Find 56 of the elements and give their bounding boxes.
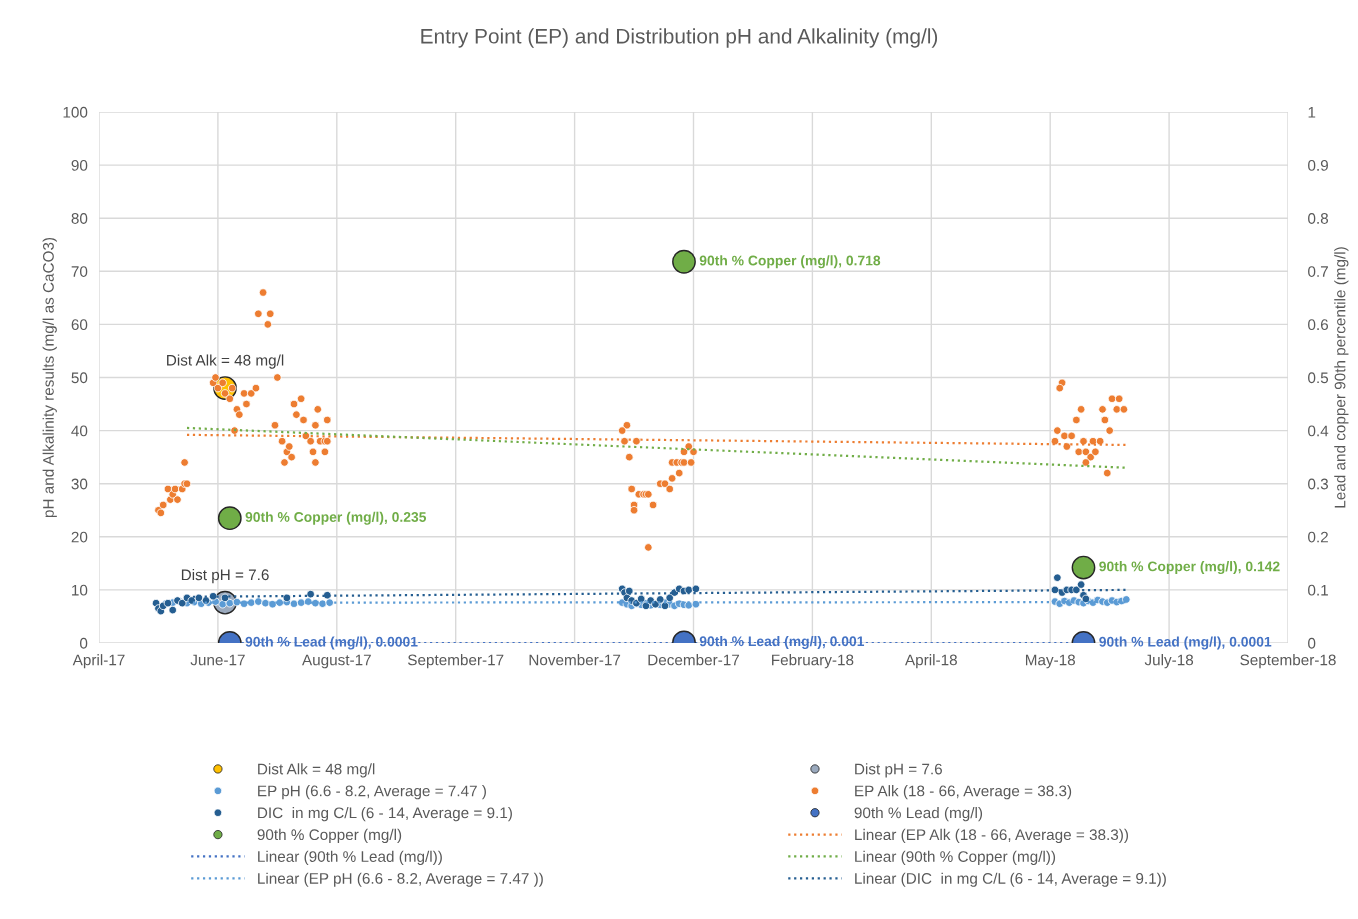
y2-tick-label: 0.9 bbox=[1308, 159, 1328, 171]
y-tick-label: 90 bbox=[71, 159, 88, 171]
chart-title: Entry Point (EP) and Distribution pH and Alkalinity (mg/l) bbox=[421, 28, 938, 48]
y2-tick-label: 0.8 bbox=[1308, 213, 1329, 224]
x-tick-label: November-17 bbox=[529, 654, 621, 666]
y-tick-label: 100 bbox=[63, 106, 88, 118]
data-label: Dist pH = 7.6 bbox=[181, 568, 269, 584]
y2-tick-label: 0.5 bbox=[1308, 372, 1329, 384]
y-tick-label: 80 bbox=[71, 213, 88, 224]
y-tick-label: 50 bbox=[71, 372, 88, 384]
y-tick-label: 30 bbox=[71, 478, 88, 490]
legend-label: Linear (90th % Lead (mg/l)) bbox=[258, 850, 442, 865]
y-tick-label: 60 bbox=[71, 319, 88, 331]
legend-label: Dist pH = 7.6 bbox=[855, 763, 942, 778]
y2-tick-label: 0.2 bbox=[1308, 531, 1328, 543]
x-tick-label: April-18 bbox=[905, 654, 957, 669]
data-label: 90th % Lead (mg/l), 0.001 bbox=[699, 635, 865, 649]
legend-label: Linear (EP pH (6.6 - 8.2, Average = 7.47 )) bbox=[258, 872, 543, 887]
x-tick-label: April-17 bbox=[72, 654, 125, 669]
legend-label: 90th % Lead (mg/l) bbox=[854, 806, 983, 822]
y2-tick-label: 0.1 bbox=[1308, 584, 1328, 596]
y-tick-label: 40 bbox=[71, 425, 88, 437]
x-tick-label: September-17 bbox=[407, 654, 504, 669]
x-tick-label: June-17 bbox=[190, 654, 245, 666]
y-tick-label: 70 bbox=[71, 266, 88, 277]
legend-label: Linear (90th % Copper (mg/l)) bbox=[855, 850, 1056, 865]
y-tick-label: 10 bbox=[72, 584, 88, 596]
y2-tick-label: 1 bbox=[1308, 107, 1316, 118]
legend-label: Linear (EP Alk (18 - 66, Average = 38.3)) bbox=[855, 828, 1129, 844]
y2-axis-title: Lead and copper 90th percentile (mg/l) bbox=[1334, 247, 1349, 508]
legend-label: Linear (DIC in mg C/L (6 - 14, Average = 9.1)) bbox=[855, 872, 1166, 887]
data-label: Dist Alk = 48 mg/l bbox=[167, 354, 284, 369]
y2-tick-label: 0.4 bbox=[1308, 425, 1329, 437]
data-label: 90th % Lead (mg/l), 0.0001 bbox=[1099, 636, 1272, 650]
x-tick-label: December-17 bbox=[648, 654, 740, 666]
legend-label: EP Alk (18 - 66, Average = 38.3) bbox=[855, 785, 1072, 800]
y-tick-label: 0 bbox=[79, 637, 88, 649]
x-tick-label: September-18 bbox=[1240, 654, 1336, 669]
x-tick-label: February-18 bbox=[772, 654, 854, 669]
data-label: 90th % Copper (mg/l), 0.235 bbox=[245, 511, 427, 525]
y2-tick-label: 0 bbox=[1308, 637, 1316, 649]
x-tick-label: August-17 bbox=[302, 654, 371, 669]
x-tick-label: May-18 bbox=[1025, 654, 1076, 669]
y2-tick-label: 0.6 bbox=[1308, 319, 1329, 331]
legend-label: Dist Alk = 48 mg/l bbox=[258, 763, 375, 778]
data-label: 90th % Lead (mg/l), 0.0001 bbox=[245, 636, 418, 650]
y2-tick-label: 0.7 bbox=[1308, 266, 1328, 277]
data-label: 90th % Copper (mg/l), 0.142 bbox=[1099, 561, 1280, 575]
legend-label: DIC in mg C/L (6 - 14, Average = 9.1) bbox=[258, 806, 512, 822]
y2-tick-label: 0.3 bbox=[1308, 478, 1329, 490]
y-tick-label: 20 bbox=[71, 531, 88, 543]
y-axis-title: pH and Alkalinity results (mg/l as CaCO3) bbox=[42, 237, 57, 518]
x-tick-label: July-18 bbox=[1144, 654, 1194, 669]
data-label: 90th % Copper (mg/l), 0.718 bbox=[699, 255, 881, 269]
legend-label: 90th % Copper (mg/l) bbox=[257, 828, 402, 844]
legend-label: EP pH (6.6 - 8.2, Average = 7.47 ) bbox=[258, 785, 486, 800]
